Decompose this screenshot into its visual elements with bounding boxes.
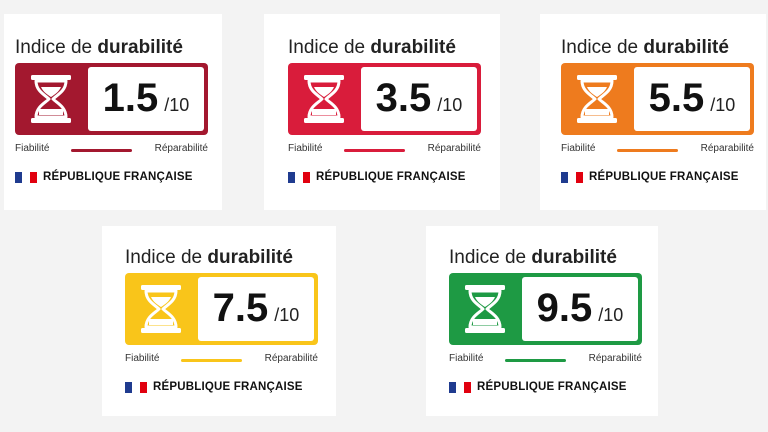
score-max: /10 xyxy=(437,95,463,115)
title-bold: durabilité xyxy=(643,37,729,58)
hourglass-icon xyxy=(22,71,80,127)
score-value: 7.5 xyxy=(212,286,269,330)
footer-text: RÉPUBLIQUE FRANÇAISE xyxy=(153,381,303,393)
score-badge: 5.5 /10 xyxy=(561,63,754,135)
scale-line xyxy=(344,149,405,152)
title-bold: durabilité xyxy=(97,37,183,58)
title-bold: durabilité xyxy=(370,37,456,58)
score-value: 5.5 xyxy=(648,76,705,120)
repairability-label: Réparabilité xyxy=(154,143,208,154)
footer-text: RÉPUBLIQUE FRANÇAISE xyxy=(477,381,627,393)
repairability-label: Réparabilité xyxy=(700,143,754,154)
scale-row: Fiabilité Réparabilité xyxy=(561,143,754,157)
republic-footer: RÉPUBLIQUE FRANÇAISE xyxy=(288,171,492,183)
score-badge: 3.5 /10 xyxy=(288,63,481,135)
reliability-label: Fiabilité xyxy=(125,353,160,364)
durability-label-card: Indice de durabilité 9.5 /10 Fiabilité R… xyxy=(426,226,658,416)
score-value: 3.5 xyxy=(375,76,432,120)
hourglass-icon xyxy=(295,71,353,127)
score-max: /10 xyxy=(274,305,300,325)
reliability-label: Fiabilité xyxy=(561,143,596,154)
hourglass-icon xyxy=(132,281,190,337)
reliability-label: Fiabilité xyxy=(449,353,484,364)
scale-line xyxy=(617,149,678,152)
score-badge: 1.5 /10 xyxy=(15,63,208,135)
score-max: /10 xyxy=(598,305,624,325)
footer-text: RÉPUBLIQUE FRANÇAISE xyxy=(43,171,193,183)
title-prefix: Indice de xyxy=(449,247,532,268)
durability-label: Indice de durabilité 1.5 /10 Fiabilité R… xyxy=(15,36,219,183)
republic-footer: RÉPUBLIQUE FRANÇAISE xyxy=(125,381,329,393)
score-box: 5.5 /10 xyxy=(634,67,750,131)
label-title: Indice de durabilité xyxy=(125,246,329,270)
repairability-label: Réparabilité xyxy=(264,353,318,364)
footer-text: RÉPUBLIQUE FRANÇAISE xyxy=(316,171,466,183)
title-prefix: Indice de xyxy=(561,37,644,58)
republic-footer: RÉPUBLIQUE FRANÇAISE xyxy=(449,381,653,393)
label-title: Indice de durabilité xyxy=(449,246,653,270)
french-flag-icon xyxy=(125,381,147,393)
label-title: Indice de durabilité xyxy=(561,36,765,60)
score-box: 7.5 /10 xyxy=(198,277,314,341)
scale-row: Fiabilité Réparabilité xyxy=(288,143,481,157)
durability-label: Indice de durabilité 5.5 /10 Fiabilité R… xyxy=(561,36,765,183)
french-flag-icon xyxy=(15,171,37,183)
footer-text: RÉPUBLIQUE FRANÇAISE xyxy=(589,171,739,183)
republic-footer: RÉPUBLIQUE FRANÇAISE xyxy=(561,171,765,183)
title-prefix: Indice de xyxy=(15,37,98,58)
scale-line xyxy=(505,359,566,362)
label-title: Indice de durabilité xyxy=(15,36,219,60)
score-box: 3.5 /10 xyxy=(361,67,477,131)
score-badge: 9.5 /10 xyxy=(449,273,642,345)
score-max: /10 xyxy=(164,95,190,115)
score-max: /10 xyxy=(710,95,736,115)
durability-label: Indice de durabilité 3.5 /10 Fiabilité R… xyxy=(288,36,492,183)
hourglass-icon xyxy=(568,71,626,127)
durability-label: Indice de durabilité 7.5 /10 Fiabilité R… xyxy=(125,246,329,393)
score-box: 1.5 /10 xyxy=(88,67,204,131)
durability-label-card: Indice de durabilité 5.5 /10 Fiabilité R… xyxy=(540,14,766,210)
durability-label-card: Indice de durabilité 3.5 /10 Fiabilité R… xyxy=(264,14,500,210)
repairability-label: Réparabilité xyxy=(588,353,642,364)
title-bold: durabilité xyxy=(207,247,293,268)
scale-line xyxy=(181,359,242,362)
score-box: 9.5 /10 xyxy=(522,277,638,341)
durability-label-card: Indice de durabilité 7.5 /10 Fiabilité R… xyxy=(102,226,336,416)
scale-row: Fiabilité Réparabilité xyxy=(449,353,642,367)
reliability-label: Fiabilité xyxy=(288,143,323,154)
score-value: 9.5 xyxy=(536,286,593,330)
french-flag-icon xyxy=(449,381,471,393)
scale-line xyxy=(71,149,132,152)
title-prefix: Indice de xyxy=(125,247,208,268)
label-title: Indice de durabilité xyxy=(288,36,492,60)
durability-label-card: Indice de durabilité 1.5 /10 Fiabilité R… xyxy=(4,14,222,210)
scale-row: Fiabilité Réparabilité xyxy=(125,353,318,367)
score-badge: 7.5 /10 xyxy=(125,273,318,345)
durability-label: Indice de durabilité 9.5 /10 Fiabilité R… xyxy=(449,246,653,393)
french-flag-icon xyxy=(288,171,310,183)
score-value: 1.5 xyxy=(102,76,159,120)
hourglass-icon xyxy=(456,281,514,337)
title-prefix: Indice de xyxy=(288,37,371,58)
title-bold: durabilité xyxy=(531,247,617,268)
republic-footer: RÉPUBLIQUE FRANÇAISE xyxy=(15,171,219,183)
scale-row: Fiabilité Réparabilité xyxy=(15,143,208,157)
repairability-label: Réparabilité xyxy=(427,143,481,154)
french-flag-icon xyxy=(561,171,583,183)
reliability-label: Fiabilité xyxy=(15,143,50,154)
